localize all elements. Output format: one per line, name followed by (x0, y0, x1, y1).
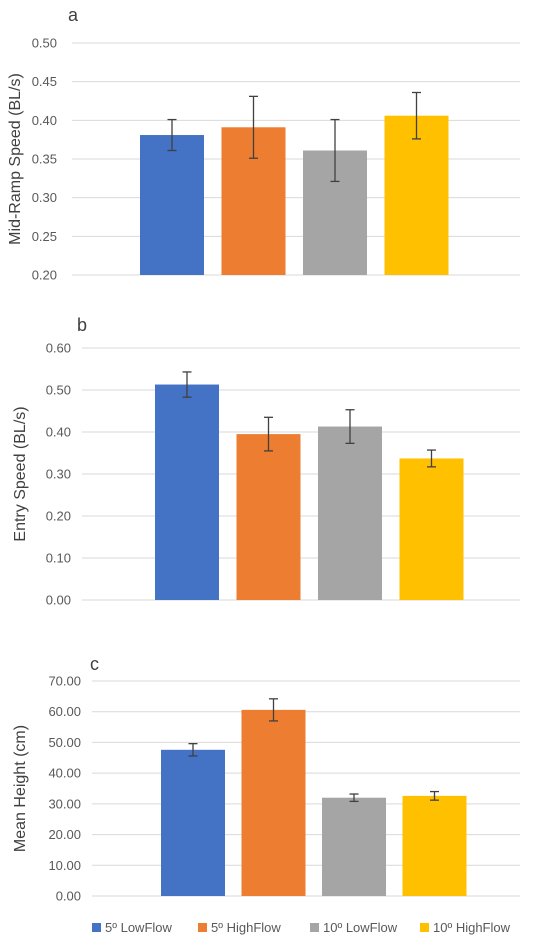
y-tick-label: 0.60 (46, 341, 71, 356)
y-tick-label: 0.50 (46, 383, 71, 398)
y-tick-label: 0.40 (46, 425, 71, 440)
chart-panel-c: c 0.00 10.00 20.00 30.00 40.00 50.00 60.00 70.00… (12, 654, 520, 904)
y-tick-label: 0.10 (46, 551, 71, 566)
y-tick-label: 60.00 (48, 704, 81, 719)
y-tick-label: 0.35 (32, 152, 57, 167)
panel-label-a: a (68, 5, 79, 25)
y-tick-label: 0.40 (32, 113, 57, 128)
y-tick-label: 30.00 (48, 796, 81, 811)
y-tick-label: 50.00 (48, 735, 81, 750)
error-bar-10-highflow (430, 790, 439, 801)
bar-10-highflow (402, 795, 467, 896)
bar-5-lowflow (155, 384, 219, 600)
error-bar-5-lowflow (188, 743, 198, 757)
y-tick-label: 0.50 (32, 36, 57, 51)
panel-label-c: c (90, 654, 99, 674)
legend-swatch-5-highflow (198, 923, 207, 932)
error-bar-5-highflow (269, 698, 278, 722)
error-bar-5-lowflow (167, 118, 177, 152)
y-tick-label: 0.00 (46, 593, 71, 608)
legend-swatch-5-lowflow (92, 923, 101, 932)
error-bar-10-lowflow (345, 409, 355, 444)
error-bar-10-highflow (412, 91, 421, 140)
y-tick-label: 0.45 (32, 74, 57, 89)
y-tick-label: 0.30 (46, 467, 71, 482)
error-bar-5-lowflow (182, 371, 192, 398)
chart-panel-b: b 0.00 0.10 0.20 0.30 0.40 0.50 0.60 Entry Speed… (12, 315, 520, 608)
y-tick-label: 20.00 (48, 827, 81, 842)
legend-label-5-lowflow: 5º LowFlow (105, 920, 172, 935)
bar-10-highflow (399, 458, 464, 600)
bar-5-lowflow (161, 749, 225, 896)
bar-10-highflow (384, 115, 449, 276)
y-tick-label: 0.25 (32, 229, 57, 244)
y-tick-label: 0.30 (32, 190, 57, 205)
error-bar-10-highflow (427, 449, 436, 468)
legend-label-5-highflow: 5º HighFlow (211, 920, 281, 935)
bar-5-highflow (241, 709, 306, 896)
y-axis-title: Mid-Ramp Speed (BL/s) (7, 73, 24, 245)
error-bar-5-highflow (264, 416, 273, 452)
legend: 5º LowFlow 5º HighFlow 10º LowFlow 10º H… (92, 920, 511, 935)
y-tick-label: 40.00 (48, 766, 81, 781)
y-axis-title: Entry Speed (BL/s) (12, 406, 29, 541)
y-tick-label: 0.00 (56, 889, 81, 904)
error-bar-10-lowflow (330, 118, 340, 183)
y-axis-title: Mean Height (cm) (12, 725, 29, 852)
legend-label-10-highflow: 10º HighFlow (433, 920, 511, 935)
y-tick-label: 0.20 (32, 268, 57, 283)
panel-label-b: b (77, 315, 87, 335)
legend-swatch-10-lowflow (310, 923, 319, 932)
chart-panel-a: a 0.20 0.25 0.30 0.35 0.40 0.45 0.50 Mid-Ramp Sp… (7, 5, 520, 283)
bar-10-lowflow (322, 797, 386, 896)
y-tick-label: 70.00 (48, 674, 81, 689)
y-tick-label: 0.20 (46, 509, 71, 524)
bar-5-highflow (236, 434, 301, 600)
error-bar-10-lowflow (349, 793, 359, 803)
legend-label-10-lowflow: 10º LowFlow (323, 920, 398, 935)
bar-10-lowflow (318, 426, 382, 600)
bar-5-lowflow (140, 135, 204, 275)
y-tick-label: 10.00 (48, 858, 81, 873)
error-bar-5-highflow (249, 95, 258, 159)
chart-panels: a 0.20 0.25 0.30 0.35 0.40 0.45 0.50 Mid-Ramp Sp… (7, 5, 520, 904)
legend-swatch-10-highflow (420, 923, 429, 932)
